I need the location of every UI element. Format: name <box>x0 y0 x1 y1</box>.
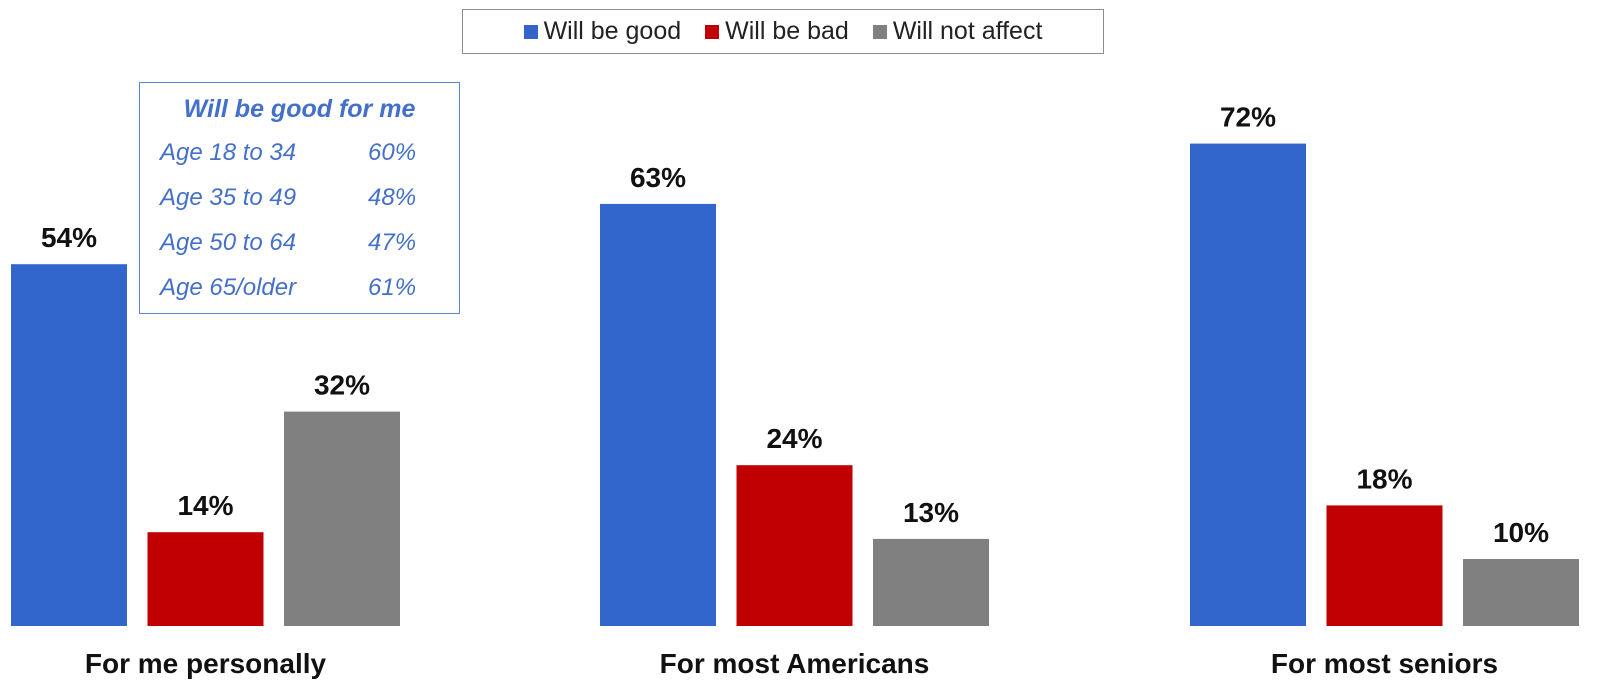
category-label-for-most-americans: For most Americans <box>660 648 930 679</box>
bar-will-be-bad-for-me-personally <box>147 532 264 626</box>
bar-will-be-bad-for-most-seniors <box>1326 505 1443 626</box>
data-label-will-be-bad-for-most-americans: 24% <box>766 423 822 454</box>
legend-item-bad: Will be bad <box>705 17 849 46</box>
age-row: Age 65/older 61% <box>140 265 459 310</box>
legend-swatch-good <box>523 24 538 39</box>
category-label-for-most-seniors: For most seniors <box>1271 648 1498 679</box>
age-value: 48% <box>368 183 417 211</box>
legend-label-bad: Will be bad <box>725 17 849 45</box>
legend-swatch-bad <box>705 24 720 39</box>
legend-swatch-not-affect <box>872 24 887 39</box>
age-row: Age 35 to 49 48% <box>140 175 459 220</box>
category-labels-group: For me personally For most Americans For m… <box>85 648 1498 679</box>
data-label-will-not-affect-for-most-americans: 13% <box>903 497 959 528</box>
data-label-will-not-affect-for-most-seniors: 10% <box>1493 517 1549 548</box>
bar-will-not-affect-for-most-seniors <box>1463 559 1579 626</box>
bar-will-be-bad-for-most-americans <box>736 465 853 626</box>
bar-will-be-good-for-most-americans <box>600 203 716 626</box>
data-label-will-not-affect-for-me-personally: 32% <box>314 370 370 401</box>
data-label-will-be-bad-for-most-seniors: 18% <box>1356 463 1412 494</box>
age-breakdown-box: Will be good for me Age 18 to 34 60% Age… <box>139 82 460 314</box>
value-labels-group: 54% 14% 32% 63% 24% 13% 72% 18% 10% <box>41 102 1549 548</box>
age-row: Age 50 to 64 47% <box>140 220 459 265</box>
data-label-will-be-good-for-me-personally: 54% <box>41 222 97 253</box>
legend-label-good: Will be good <box>543 17 682 45</box>
age-label: Age 50 to 64 <box>160 228 297 256</box>
data-label-will-be-good-for-most-seniors: 72% <box>1220 102 1276 133</box>
bar-will-not-affect-for-most-americans <box>873 538 989 626</box>
data-label-will-be-good-for-most-americans: 63% <box>630 162 686 193</box>
age-value: 47% <box>368 228 417 256</box>
legend-label-not-affect: Will not affect <box>892 17 1043 45</box>
age-label: Age 18 to 34 <box>160 138 297 166</box>
age-label: Age 65/older <box>160 273 297 301</box>
legend-item-good: Will be good <box>523 17 682 46</box>
age-breakdown-title: Will be good for me <box>183 95 416 123</box>
legend-item-not-affect: Will not affect <box>872 17 1043 46</box>
bars-group <box>11 143 1579 626</box>
data-label-will-be-bad-for-me-personally: 14% <box>177 490 233 521</box>
bar-will-be-good-for-most-seniors <box>1190 143 1306 626</box>
bar-will-not-affect-for-me-personally <box>284 411 400 626</box>
chart-legend: Will be good Will be bad Will not affect <box>462 9 1104 54</box>
age-value: 60% <box>368 138 417 166</box>
age-label: Age 35 to 49 <box>160 183 297 211</box>
bar-will-be-good-for-me-personally <box>11 264 127 626</box>
age-row: Age 18 to 34 60% <box>140 130 459 175</box>
age-value: 61% <box>368 273 417 301</box>
category-label-for-me-personally: For me personally <box>85 648 327 679</box>
